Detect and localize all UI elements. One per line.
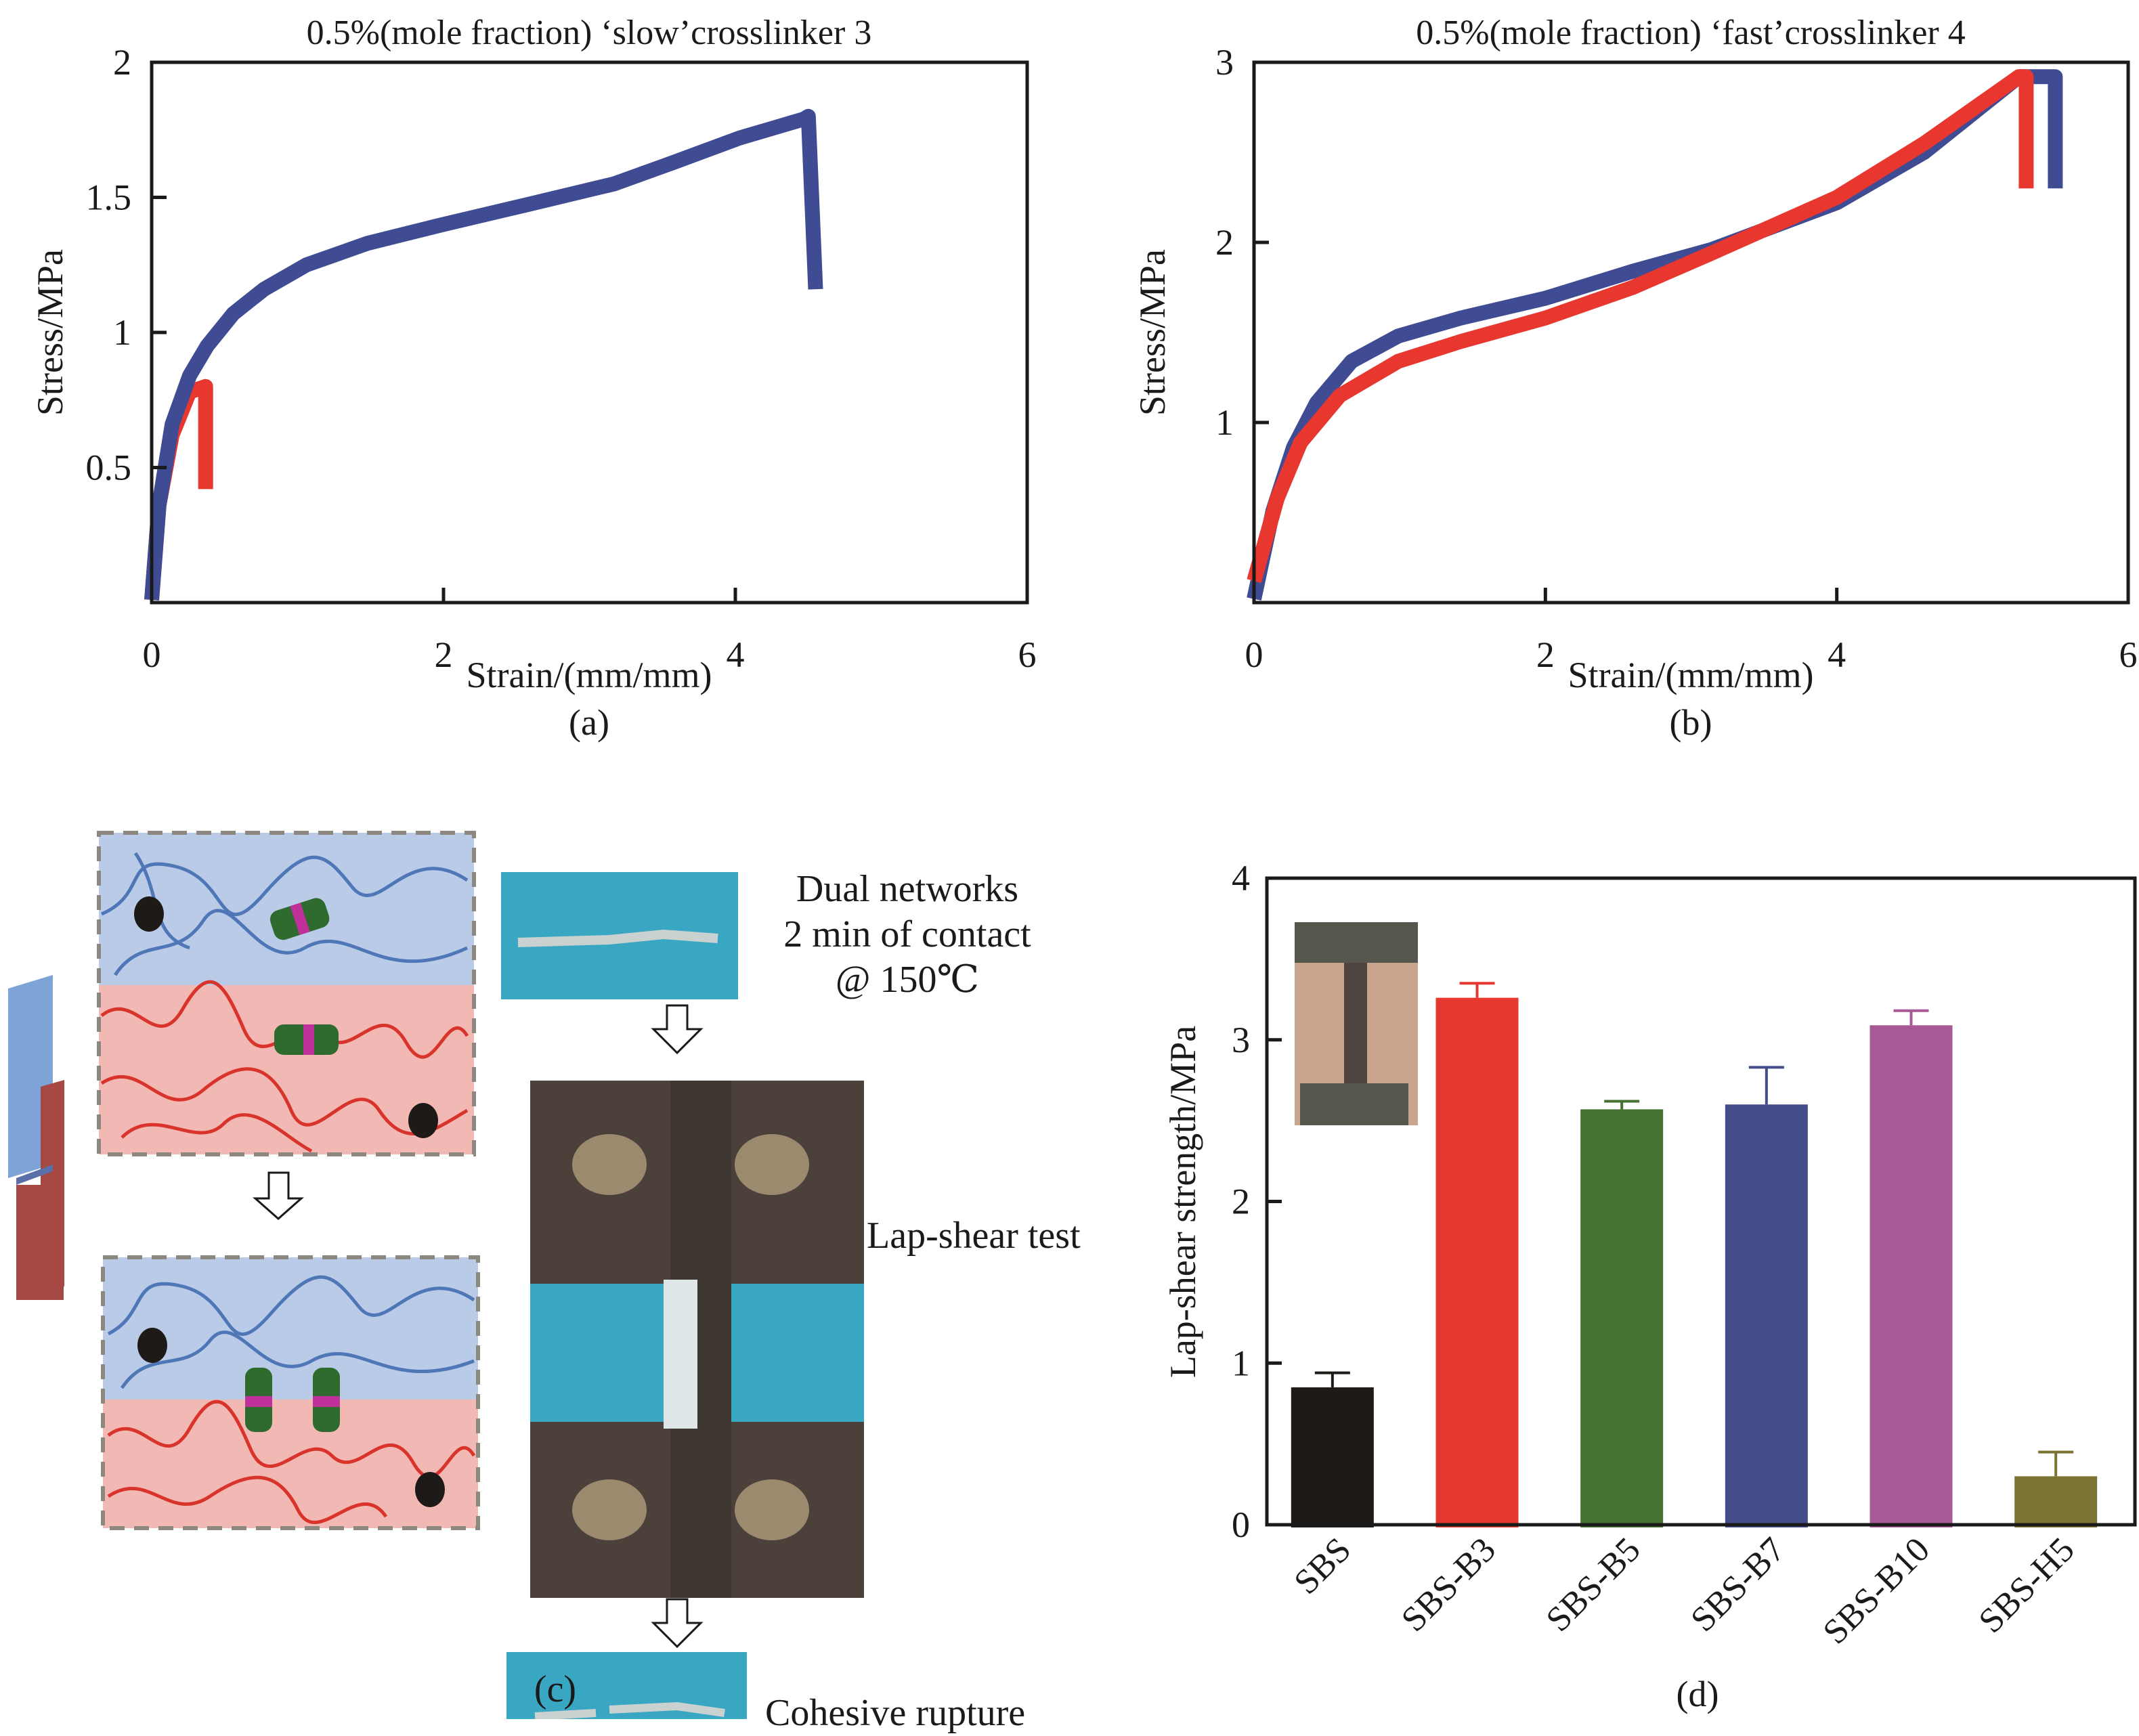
category-label: SBS-B5 [1539,1530,1648,1639]
chart-b: 0.5%(mole fraction) ‘fast’crosslinker 4 … [1132,14,2138,743]
chart-a-ytick-label: 1.5 [86,177,132,218]
panel-label-b: (b) [1670,702,1712,743]
category-label: SBS-B10 [1816,1530,1937,1651]
chart-a-ytick-label: 1 [113,312,131,353]
crosslinker-dark-icon [134,896,164,932]
chart-a-ytick-label: 2 [113,42,131,83]
chart-d-ytick-label: 4 [1232,858,1250,898]
down-arrow-icon [253,1171,304,1221]
bar-sbs-b3 [1435,997,1519,1527]
chart-a-xtick-label: 0 [143,634,161,675]
chart-b-ytick-label: 2 [1215,222,1234,263]
label-line: Dual networks [796,868,1019,910]
chart-b-series-red [1247,69,2034,584]
label-line: @ 150℃ [835,959,980,1001]
chart-b-xlabel: Strain/(mm/mm) [1568,655,1814,695]
chart-a-xtick-label: 6 [1018,634,1037,675]
crosslinker-cylinder-icon [269,898,339,1055]
chart-a-series-blue [144,108,823,601]
chart-b-frame [1252,60,2130,605]
chart-b-xtick-label: 6 [2119,634,2138,675]
panel-label-c: (c) [534,1668,577,1710]
network-schematic-before [97,831,476,1156]
chart-b-ylabel: Stress/MPa [1132,249,1173,416]
label-dual-networks: Dual networks 2 min of contact @ 150℃ [752,867,1063,1003]
chart-b-xtick-label: 2 [1536,634,1555,675]
bar-sbs-b5 [1580,1109,1664,1527]
chart-a-xlabel: Strain/(mm/mm) [467,655,712,695]
chart-d-ytick-label: 1 [1232,1343,1250,1383]
network-schematic-after [101,1255,480,1530]
panel-label-d: (d) [1677,1674,1719,1714]
chart-a: 0.5%(mole fraction) ‘slow’crosslinker 3 … [30,14,1037,743]
down-arrow-icon [651,1004,704,1055]
inset-specimen-photo [1295,922,1418,1125]
chart-b-ytick-label: 1 [1215,402,1234,443]
chart-a-ytick-label: 0.5 [86,448,132,488]
chart-b-series-blue [1247,69,2063,601]
panel-label-a: (a) [569,702,609,743]
chart-b-title: 0.5%(mole fraction) ‘fast’crosslinker 4 [1416,14,1965,52]
chart-a-frame [150,60,1029,605]
bar-sbs-b7 [1725,1104,1808,1527]
label-line: 2 min of contact [783,913,1031,956]
category-label: SBS-H5 [1972,1530,2082,1641]
overlap-strips-icon [8,975,64,1300]
bar-sbs [1291,1387,1374,1527]
bar-sbs-h5 [2014,1476,2098,1527]
label-cohesive-rupture: Cohesive rupture [765,1692,1026,1734]
chart-a-ylabel: Stress/MPa [30,249,70,416]
chart-d-ytick-label: 3 [1232,1020,1250,1060]
chart-b-xtick-label: 4 [1828,634,1846,675]
chart-d: SBS SBS-B3 SBS-B5 SBS-B7 SBS-B10 SBS-H501234 … [1163,858,2137,1714]
category-label: SBS-B7 [1683,1530,1792,1639]
bar-sbs-b10 [1870,1025,1953,1527]
chart-a-title: 0.5%(mole fraction) ‘slow’crosslinker 3 [307,14,872,52]
panel-c: Dual networks 2 min of contact @ 150℃ La… [0,812,1124,1736]
photo-lap-shear-test [530,1081,864,1598]
down-arrow-icon [651,1598,704,1649]
chart-d-ytick-label: 2 [1232,1181,1250,1222]
chart-a-xtick-label: 2 [435,634,453,675]
chart-b-xtick-label: 0 [1245,634,1263,675]
chart-b-ytick-label: 3 [1215,42,1234,83]
photo-dual-networks [501,872,738,999]
chart-d-ylabel: Lap-shear strength/MPa [1163,1026,1203,1378]
label-lap-shear-test: Lap-shear test [867,1215,1081,1257]
category-label: SBS [1287,1530,1359,1602]
category-label: SBS-B3 [1394,1530,1503,1639]
chart-d-ytick-label: 0 [1232,1504,1250,1545]
chart-a-xtick-label: 4 [727,634,745,675]
panel-c-diagram [8,831,864,1736]
